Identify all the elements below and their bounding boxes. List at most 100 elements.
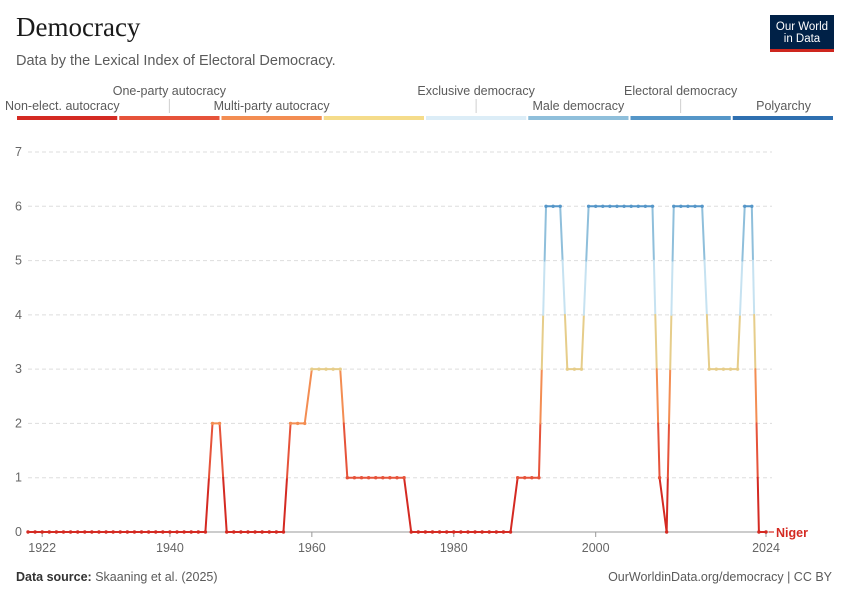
data-point[interactable] <box>714 367 719 371</box>
legend-swatch-4[interactable] <box>426 116 527 120</box>
data-point[interactable] <box>203 530 208 534</box>
data-point[interactable] <box>246 530 250 534</box>
data-point[interactable] <box>125 530 130 534</box>
data-point[interactable] <box>75 530 80 534</box>
legend-swatch-0[interactable] <box>17 116 118 120</box>
data-point[interactable] <box>83 530 87 534</box>
legend-swatch-1[interactable] <box>119 116 220 120</box>
legend-swatch-7[interactable] <box>732 116 833 120</box>
data-point[interactable] <box>664 530 669 534</box>
data-point[interactable] <box>679 204 683 208</box>
data-point[interactable] <box>437 530 442 534</box>
data-point[interactable] <box>650 204 655 208</box>
data-point[interactable] <box>452 530 456 534</box>
data-point[interactable] <box>260 530 264 534</box>
data-point[interactable] <box>636 204 640 208</box>
data-point[interactable] <box>33 530 37 534</box>
data-point[interactable] <box>146 530 151 534</box>
data-point[interactable] <box>515 476 520 480</box>
data-point[interactable] <box>459 530 463 534</box>
data-point[interactable] <box>416 530 420 534</box>
data-point[interactable] <box>54 530 59 534</box>
data-point[interactable] <box>657 476 662 480</box>
source-text[interactable]: Skaaning et al. (2025) <box>95 570 218 584</box>
data-point[interactable] <box>366 476 371 480</box>
data-point[interactable] <box>161 530 165 534</box>
data-point[interactable] <box>586 204 591 208</box>
data-point[interactable] <box>118 530 122 534</box>
data-point[interactable] <box>388 476 392 480</box>
data-point[interactable] <box>182 530 186 534</box>
data-point[interactable] <box>672 204 676 208</box>
data-point[interactable] <box>558 204 562 208</box>
legend-swatch-5[interactable] <box>528 116 629 120</box>
data-point[interactable] <box>601 204 605 208</box>
data-point[interactable] <box>331 367 335 371</box>
data-point[interactable] <box>466 530 470 534</box>
footer-url[interactable]: OurWorldinData.org/democracy | CC BY <box>608 570 832 584</box>
data-point[interactable] <box>224 530 229 534</box>
data-point[interactable] <box>430 530 435 534</box>
data-point[interactable] <box>374 476 378 480</box>
data-point[interactable] <box>288 421 293 426</box>
legend-swatch-2[interactable] <box>221 116 322 120</box>
data-point[interactable] <box>544 204 548 208</box>
data-point[interactable] <box>61 530 66 534</box>
data-point[interactable] <box>40 530 44 534</box>
data-point[interactable] <box>721 367 726 371</box>
data-point[interactable] <box>579 367 584 371</box>
data-point[interactable] <box>523 476 527 480</box>
data-point[interactable] <box>494 530 499 534</box>
data-point[interactable] <box>104 530 108 534</box>
data-point[interactable] <box>210 421 215 426</box>
data-point[interactable] <box>757 530 761 534</box>
data-point[interactable] <box>139 530 144 534</box>
data-point[interactable] <box>281 530 286 534</box>
data-point[interactable] <box>508 530 513 534</box>
data-point[interactable] <box>310 367 314 371</box>
data-point[interactable] <box>629 204 633 208</box>
data-point[interactable] <box>444 530 449 534</box>
data-point[interactable] <box>395 476 399 480</box>
data-point[interactable] <box>473 530 477 534</box>
data-point[interactable] <box>352 476 357 480</box>
data-point[interactable] <box>196 530 201 534</box>
data-point[interactable] <box>217 421 222 426</box>
series-end-label[interactable]: Niger <box>776 526 808 540</box>
data-point[interactable] <box>707 367 711 371</box>
data-point[interactable] <box>97 530 101 534</box>
data-point[interactable] <box>622 204 626 208</box>
data-point[interactable] <box>565 367 570 371</box>
data-point[interactable] <box>608 204 612 208</box>
data-point[interactable] <box>317 367 321 371</box>
data-point[interactable] <box>700 204 704 208</box>
data-point[interactable] <box>253 530 257 534</box>
data-point[interactable] <box>132 530 137 534</box>
data-point[interactable] <box>593 204 598 208</box>
series-niger[interactable]: Niger <box>26 204 808 540</box>
data-point[interactable] <box>750 204 754 208</box>
data-point[interactable] <box>68 530 73 534</box>
data-point[interactable] <box>189 530 193 534</box>
data-point[interactable] <box>295 421 300 426</box>
data-point[interactable] <box>381 476 385 480</box>
data-point[interactable] <box>232 530 236 534</box>
data-point[interactable] <box>175 530 179 534</box>
data-point[interactable] <box>338 367 342 371</box>
data-point[interactable] <box>26 530 30 534</box>
data-point[interactable] <box>537 476 541 480</box>
data-point[interactable] <box>154 530 158 534</box>
data-point[interactable] <box>728 367 733 371</box>
data-point[interactable] <box>402 476 406 480</box>
data-point[interactable] <box>267 530 271 534</box>
data-point[interactable] <box>487 530 491 534</box>
data-point[interactable] <box>359 476 364 480</box>
data-point[interactable] <box>551 204 555 208</box>
data-point[interactable] <box>530 476 534 480</box>
data-point[interactable] <box>345 476 350 480</box>
data-point[interactable] <box>572 367 577 371</box>
data-point[interactable] <box>735 367 740 371</box>
owid-logo[interactable]: Our World in Data <box>770 15 834 52</box>
data-point[interactable] <box>501 530 506 534</box>
